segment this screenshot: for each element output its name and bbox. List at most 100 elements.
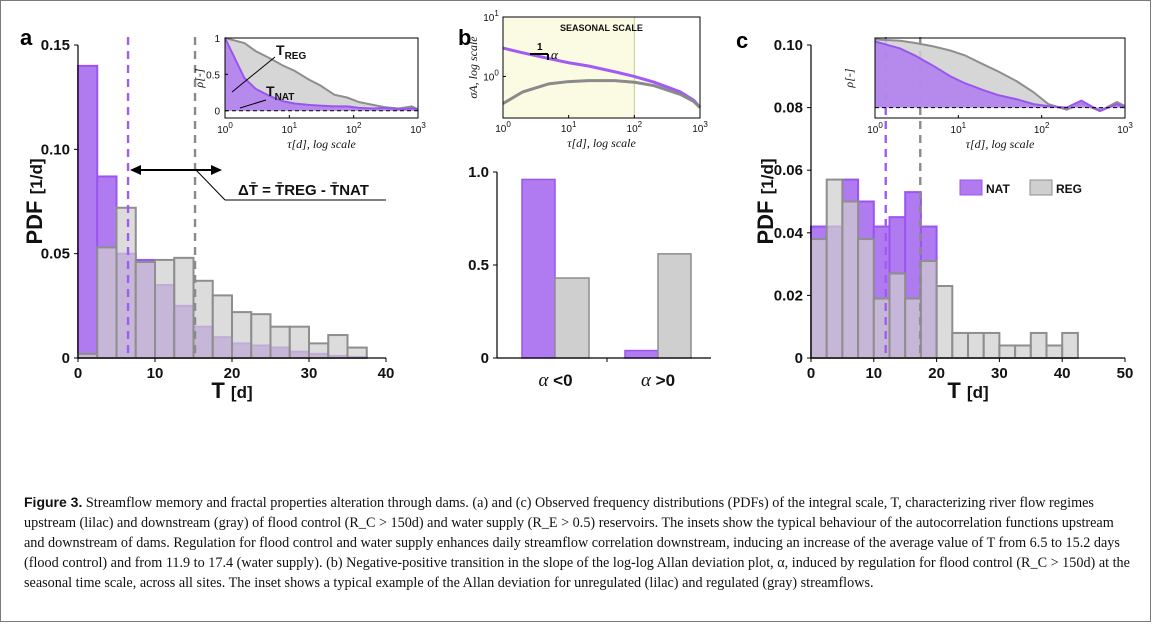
y-tick-label: 0.10 — [774, 37, 803, 54]
treg-label: TREG — [276, 42, 306, 62]
bar-reg-2 — [115, 206, 137, 359]
bar-reg-5 — [888, 272, 907, 359]
inset-y-tick-label: 101 — [483, 9, 499, 24]
x-tick-label: 40 — [1054, 365, 1071, 382]
bar-reg-0 — [554, 277, 590, 359]
slope-alpha-label: α — [551, 47, 559, 62]
panel-c-letter: c — [736, 28, 748, 53]
inset-x-tick-label: 103 — [1117, 121, 1133, 136]
bar-reg-14 — [346, 346, 368, 360]
inset-y-tick-label: 1 — [214, 34, 220, 45]
x-axis-label: T [d] — [947, 378, 988, 403]
y-axis-label: PDF [1/d] — [753, 158, 778, 244]
bar-reg-12 — [998, 344, 1017, 360]
tnat-label-sub: NAT — [275, 92, 295, 103]
inset-x-tick-label: 102 — [627, 120, 643, 135]
bar-reg-7 — [211, 294, 233, 359]
delta-leader-line — [195, 169, 226, 201]
bar-nat-1 — [624, 349, 659, 359]
inset-frame — [874, 37, 1126, 119]
y-tick-label: 0.05 — [41, 246, 70, 263]
inset-x-tick-label-exp: 2 — [1045, 121, 1050, 130]
delta-annotation: ΔT̄ = T̄REG - T̄NAT — [130, 165, 386, 201]
inset-y-tick-label: 100 — [483, 68, 499, 83]
inset-x-tick-label: 102 — [346, 121, 362, 136]
x-tick-label: 40 — [378, 365, 395, 382]
treg-label-sub: REG — [285, 51, 307, 62]
bar-reg-11 — [982, 331, 1001, 359]
delta-arrow-left-head — [130, 165, 141, 175]
inset-x-tick-label: 103 — [410, 121, 426, 136]
x-axis-label-symbol: T — [211, 378, 231, 403]
bar-reg-16 — [1061, 331, 1079, 359]
y-tick-label: 0.15 — [41, 37, 70, 54]
inset-x-tick-label-exp: 1 — [962, 121, 967, 130]
y-axis-label-symbol: PDF — [753, 194, 778, 244]
x-tick-label: 10 — [865, 365, 882, 382]
inset-y-tick-label: 0 — [214, 107, 220, 118]
y-axis-label-symbol: PDF — [22, 194, 47, 244]
inset-x-tick-label-exp: 0 — [228, 121, 233, 130]
slope-run-label: 1 — [537, 42, 543, 53]
y-tick-label: 1.0 — [468, 164, 489, 181]
legend-nat-swatch — [959, 179, 983, 196]
bar-reg-11 — [288, 325, 310, 360]
y-tick-label: 0.02 — [774, 287, 803, 304]
category-label: α >0 — [641, 370, 675, 391]
bar-reg-9 — [951, 331, 969, 359]
inset-x-tick-label-exp: 3 — [421, 121, 426, 130]
bar-reg-0 — [810, 238, 828, 359]
caption-text: Streamflow memory and fractal properties… — [24, 495, 1130, 591]
bar-reg-7 — [919, 259, 938, 359]
delta-equation: ΔT̄ = T̄REG - T̄NAT — [238, 181, 369, 199]
category-symbol: α — [538, 370, 553, 391]
category-label: α <0 — [538, 370, 572, 391]
bar-reg-3 — [857, 238, 875, 359]
tnat-label: TNAT — [266, 83, 294, 103]
inset-x-tick-label-exp: 0 — [878, 121, 883, 130]
bar-reg-6 — [904, 297, 922, 359]
bar-reg-4 — [154, 258, 176, 359]
inset-x-tick-label-exp: 1 — [293, 121, 298, 130]
panel-c-legend: NAT REG — [959, 179, 1082, 196]
y-tick-label: 0.10 — [41, 141, 70, 158]
inset-x-tick-label: 101 — [282, 121, 298, 136]
y-axis-label-unit: [1/d] — [758, 158, 777, 194]
treg-leader — [231, 56, 276, 93]
bar-reg-2 — [841, 200, 860, 359]
category-sign: <0 — [553, 371, 572, 390]
inset-y-tick-label: 0.5 — [206, 70, 220, 81]
panel-a-bars — [77, 37, 368, 360]
tnat-label-base: T — [266, 83, 275, 99]
bar-reg-4 — [872, 297, 891, 359]
inset-x-tick-label: 100 — [495, 120, 511, 135]
y-tick-label: 0 — [481, 350, 489, 367]
acf-line-nat — [224, 37, 419, 111]
inset-x-tick-label: 101 — [561, 120, 577, 135]
bar-reg-1 — [96, 246, 118, 359]
seasonal-scale-box — [502, 16, 635, 119]
seasonal-scale-label: SEASONAL SCALE — [560, 23, 643, 33]
legend-nat-label: NAT — [986, 182, 1010, 196]
inset-y-label: ρ[-] — [192, 68, 206, 88]
inset-x-tick-label: 100 — [217, 121, 233, 136]
caption-label: Figure 3. — [24, 494, 83, 510]
acf-area-nat — [225, 38, 418, 111]
x-axis-label-symbol: T — [947, 378, 967, 403]
bar-reg-5 — [173, 256, 195, 359]
delta-arrow-right-head — [211, 165, 222, 175]
inset-x-tick-label-exp: 0 — [506, 120, 511, 129]
acf-area-reg — [225, 38, 418, 111]
bar-reg-13 — [327, 334, 349, 359]
y-tick-label: 0.08 — [774, 100, 803, 117]
x-axis-label-unit: [d] — [967, 383, 989, 402]
y-axis-label: PDF [1/d] — [22, 158, 47, 244]
treg-label-base: T — [276, 42, 285, 58]
inset-x-tick-label-exp: 3 — [1128, 121, 1133, 130]
